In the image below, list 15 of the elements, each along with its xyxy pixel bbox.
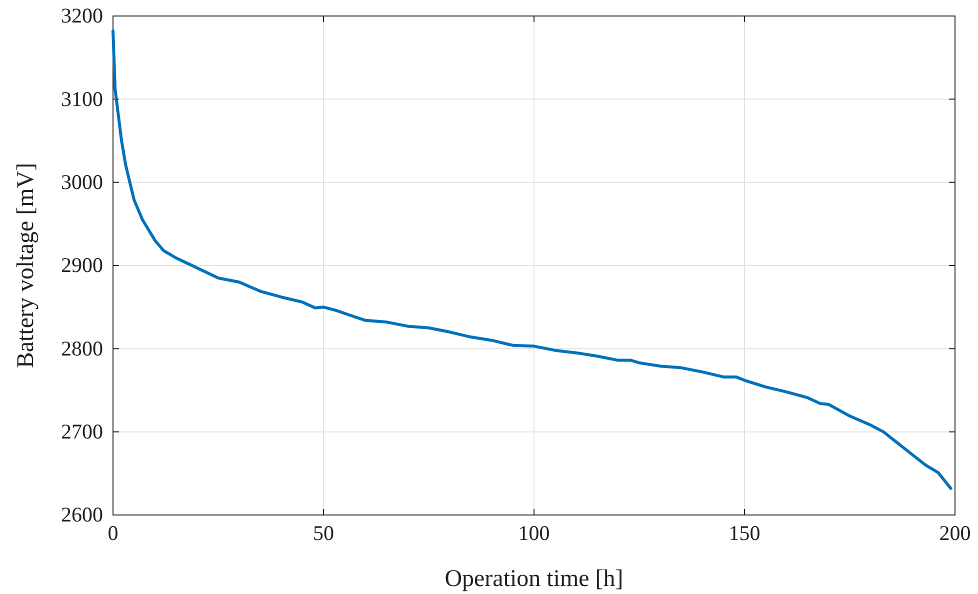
x-tick-label: 200	[939, 520, 971, 545]
y-tick-label: 3100	[61, 86, 103, 111]
x-tick-label: 0	[108, 520, 118, 545]
x-tick-label: 50	[313, 520, 334, 545]
y-tick-label: 3200	[61, 4, 103, 28]
line-series	[112, 29, 952, 490]
y-tick-label: 2800	[61, 336, 103, 360]
y-tick-label: 2700	[61, 420, 103, 444]
x-tick-label: 150	[728, 520, 760, 545]
y-tick-label: 3000	[61, 170, 103, 194]
y-tick-label: 2900	[61, 253, 103, 278]
x-axis-title: Operation time [h]	[444, 566, 624, 592]
y-tick-label: 2600	[61, 502, 103, 527]
x-tick-label: 100	[518, 520, 550, 545]
y-axis-title: Battery voltage [mV]	[13, 162, 39, 368]
